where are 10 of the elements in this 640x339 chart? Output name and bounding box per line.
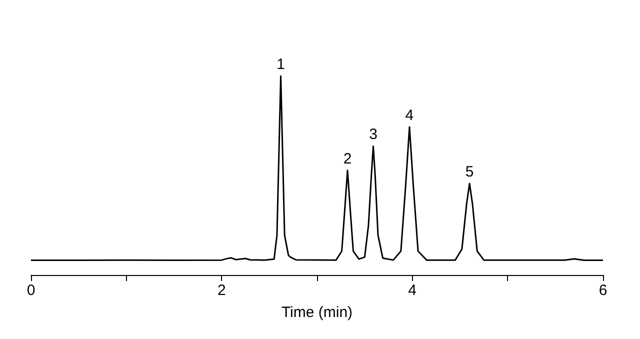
x-tick-label: 2 [217,282,226,299]
x-axis-title: Time (min) [281,304,353,321]
annotation: 1 [276,56,285,73]
x-tick-label: 0 [26,282,36,299]
annotation: 3 [369,126,378,144]
annotation: 4 [405,106,414,124]
annotation: 2 [343,150,352,168]
annotation: 5 [465,163,474,180]
x-tick-label: 6 [598,282,608,299]
x-tick-label: 4 [408,282,417,299]
